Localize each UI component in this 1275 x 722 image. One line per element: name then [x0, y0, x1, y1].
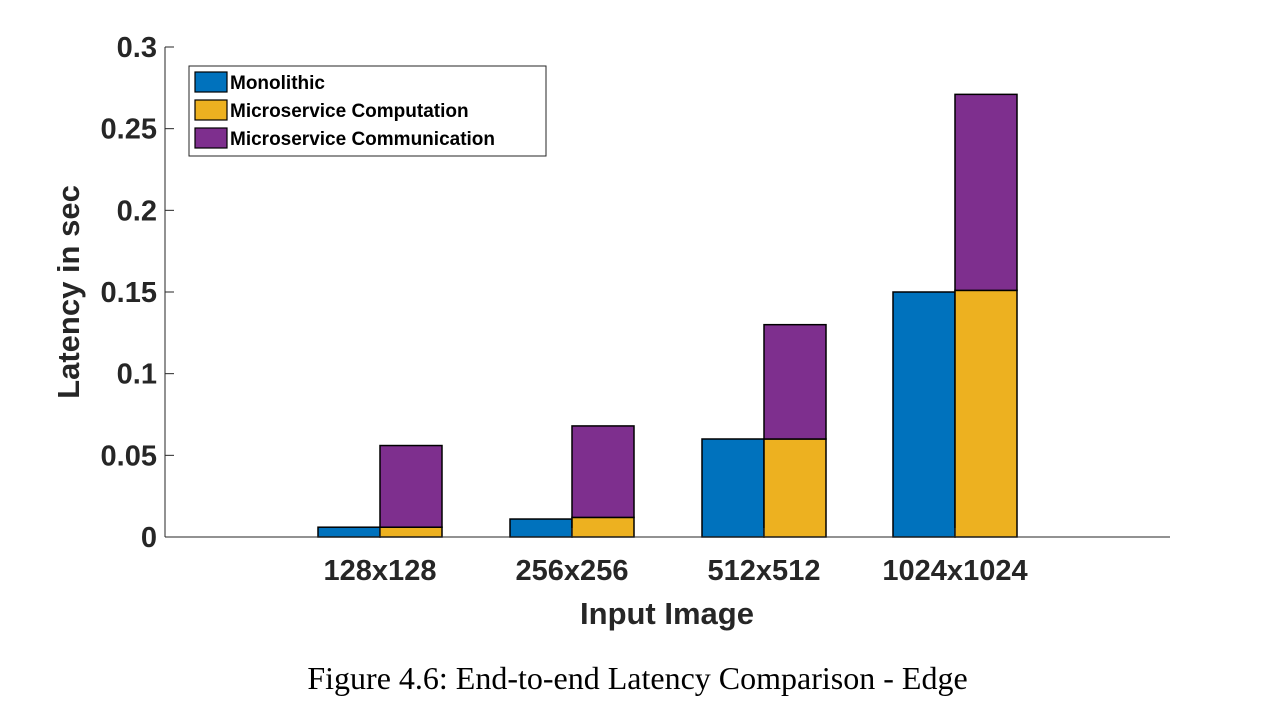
- bar-monolithic-512x512: [701, 438, 765, 538]
- legend-swatch-0: [194, 71, 228, 93]
- bar-monolithic-1024x1024: [892, 291, 956, 538]
- y-tick-label: 0: [141, 522, 157, 554]
- legend-box: [188, 65, 547, 157]
- y-tick-label: 0.25: [101, 114, 157, 146]
- bar-communication-512x512: [763, 323, 827, 440]
- y-tick-label: 0.15: [101, 277, 157, 309]
- bar-monolithic-256x256: [509, 518, 573, 538]
- x-axis-label: Input Image: [580, 596, 754, 631]
- legend-swatch-1: [194, 99, 228, 121]
- y-tick-label: 0.3: [117, 32, 157, 64]
- legend: Monolithic Microservice Computation Micros…: [188, 65, 547, 157]
- bar-computation-512x512: [763, 438, 827, 538]
- x-ticks-group: 128x128 256x256 512x512 1024x1024: [324, 528, 1028, 587]
- x-tick-label-128x128: 128x128: [324, 555, 437, 587]
- y-tick-label: 0.05: [101, 440, 157, 472]
- bar-computation-128x128: [379, 526, 443, 538]
- y-axis-label: Latency in sec: [51, 185, 86, 399]
- latency-chart: 0 0.05 0.1 0.15 0.2 0.25 0.3 128x128 256x256 512…: [51, 32, 1170, 631]
- y-ticks-group: 0 0.05 0.1 0.15 0.2 0.25 0.3: [101, 32, 174, 554]
- figure-caption: Figure 4.6: End-to-end Latency Compariso…: [307, 660, 968, 696]
- bar-communication-256x256: [571, 425, 635, 519]
- x-tick-label-512x512: 512x512: [708, 555, 821, 587]
- bar-communication-128x128: [379, 444, 443, 528]
- bar-computation-1024x1024: [954, 289, 1018, 538]
- bar-computation-256x256: [571, 516, 635, 538]
- bar-communication-1024x1024: [954, 93, 1018, 292]
- x-tick-label-256x256: 256x256: [516, 555, 629, 587]
- legend-label-2: Microservice Communication: [230, 129, 495, 150]
- legend-label-1: Microservice Computation: [230, 101, 469, 122]
- legend-swatch-2: [194, 127, 228, 149]
- bars-group: [317, 93, 1018, 538]
- y-tick-label: 0.2: [117, 195, 157, 227]
- y-tick-label: 0.1: [117, 359, 157, 391]
- bar-monolithic-128x128: [317, 526, 381, 538]
- legend-label-0: Monolithic: [230, 73, 325, 94]
- x-tick-label-1024x1024: 1024x1024: [882, 555, 1027, 587]
